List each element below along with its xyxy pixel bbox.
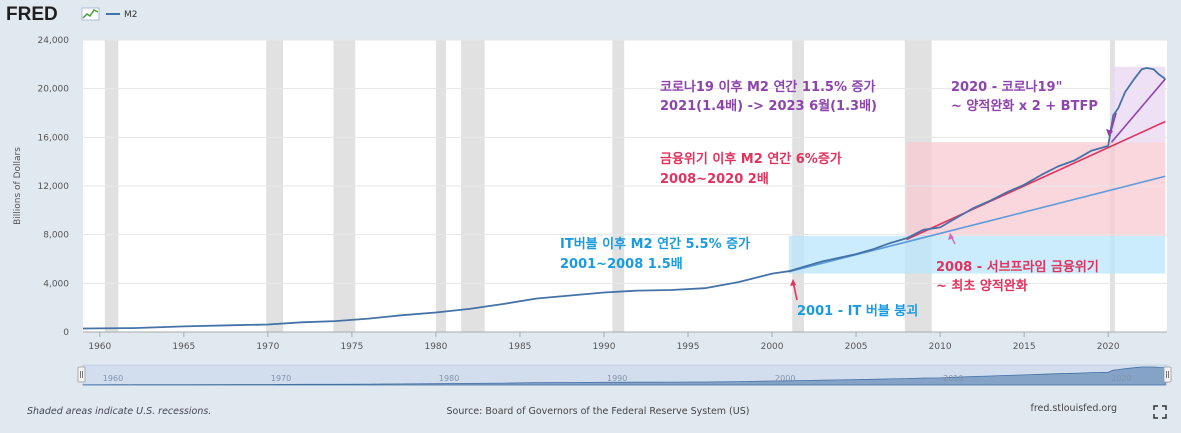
x-tick-label: 1975 (340, 342, 363, 352)
recession-note: Shaded areas indicate U.S. recessions. (27, 406, 211, 417)
x-tick-label: 2015 (1013, 342, 1036, 352)
annotation-subprime: 2008 - 서브프라임 금융위기 ~ 최초 양적완화 (936, 259, 1099, 294)
x-tick-label: 2000 (761, 342, 784, 352)
annotation-arrows (790, 112, 1117, 301)
annotation-covid-growth-line1: 코로나19 이후 M2 연간 11.5% 증가 (660, 79, 875, 95)
navigator-label: 2020 (1111, 374, 1131, 383)
plot-area (82, 39, 1167, 333)
annotation-it-growth-line2: 2001~2008 1.5배 (560, 256, 683, 272)
annotation-gfc-growth: 금융위기 이후 M2 연간 6%증가 2008~2020 2배 (660, 151, 842, 187)
range-navigator[interactable]: 1960 1970 1980 1990 2000 2010 2020 (77, 364, 1172, 386)
x-tick-label: 2010 (929, 342, 952, 352)
header: FRED M2 (6, 4, 138, 25)
fullscreen-icon[interactable] (1153, 405, 1167, 419)
navigator-label: 2010 (943, 374, 963, 383)
navigator-labels: 1960 1970 1980 1990 2000 2010 2020 (103, 374, 1132, 383)
annotation-covid-2020: 2020 - 코로나19" ~ 양적완화 x 2 + BTFP (951, 79, 1098, 114)
navigator-label: 1980 (439, 374, 459, 383)
y-axis-label: Billions of Dollars (13, 147, 23, 225)
annotation-covid-2020-line2: ~ 양적완화 x 2 + BTFP (951, 98, 1098, 114)
y-tick-label: 24,000 (38, 36, 70, 46)
x-tick-label: 1960 (88, 342, 111, 352)
y-tick-label: 4,000 (43, 279, 69, 289)
navigator-left-handle[interactable] (77, 366, 86, 383)
y-tick-label: 20,000 (38, 85, 70, 95)
m2-series-line (82, 67, 1166, 330)
x-tick-label: 2020 (1097, 342, 1120, 352)
fred-logo[interactable]: FRED (6, 4, 58, 25)
y-tick-label: 12,000 (38, 182, 70, 192)
navigator-label: 1990 (607, 374, 627, 383)
annotation-covid-2020-line1: 2020 - 코로나19" (951, 79, 1062, 95)
trend-line-2 (1110, 78, 1166, 143)
y-tick-label: 16,000 (38, 133, 70, 143)
x-tick-label: 2005 (845, 342, 868, 352)
annotation-gfc-growth-line2: 2008~2020 2배 (660, 171, 769, 187)
gridlines (83, 39, 1167, 284)
x-axis-ticks: 1960 1965 1970 1975 1980 1985 1990 1995 2000 2005… (88, 332, 1120, 352)
annotation-covid-growth-line2: 2021(1.4배) -> 2023 6월(1.3배) (660, 98, 877, 114)
arrow-2020-head (1106, 129, 1113, 137)
navigator-series-area (82, 366, 1166, 386)
x-tick-label: 1970 (256, 342, 279, 352)
navigator-label: 1970 (271, 374, 291, 383)
fred-logo-graph-icon (81, 7, 100, 21)
x-tick-label: 1995 (677, 342, 700, 352)
annotation-gfc-growth-line1: 금융위기 이후 M2 연간 6%증가 (660, 151, 842, 167)
y-axis-ticks: 0 4,000 8,000 12,000 16,000 20,000 24,000 (38, 36, 70, 338)
y-tick-label: 0 (63, 328, 69, 338)
legend-label[interactable]: M2 (124, 10, 138, 20)
annotation-subprime-line1: 2008 - 서브프라임 금융위기 (936, 259, 1099, 275)
annotation-it-growth-line1: IT버블 이후 M2 연간 5.5% 증가 (560, 236, 750, 252)
x-tick-label: 1980 (424, 342, 447, 352)
navigator-right-handle[interactable] (1163, 366, 1172, 383)
site-link[interactable]: fred.stlouisfed.org (1031, 403, 1118, 414)
x-tick-label: 1990 (593, 342, 616, 352)
annotation-it-growth: IT버블 이후 M2 연간 5.5% 증가 2001~2008 1.5배 (560, 236, 750, 272)
x-tick-label: 1985 (509, 342, 532, 352)
navigator-label: 1960 (103, 374, 123, 383)
annotation-subprime-line2: ~ 최초 양적완화 (936, 278, 1028, 294)
annotation-covid-growth: 코로나19 이후 M2 연간 11.5% 증가 2021(1.4배) -> 20… (660, 79, 877, 114)
arrow-2001-head (790, 279, 796, 286)
navigator-label: 2000 (775, 374, 795, 383)
arrow-2008-head (948, 233, 954, 240)
annotation-it-bubble: 2001 - IT 버블 붕괴 (797, 303, 918, 319)
y-tick-label: 8,000 (43, 231, 69, 241)
x-tick-label: 1965 (172, 342, 195, 352)
trend-line-1 (906, 120, 1166, 241)
source-note: Source: Board of Governors of the Federa… (447, 406, 750, 417)
